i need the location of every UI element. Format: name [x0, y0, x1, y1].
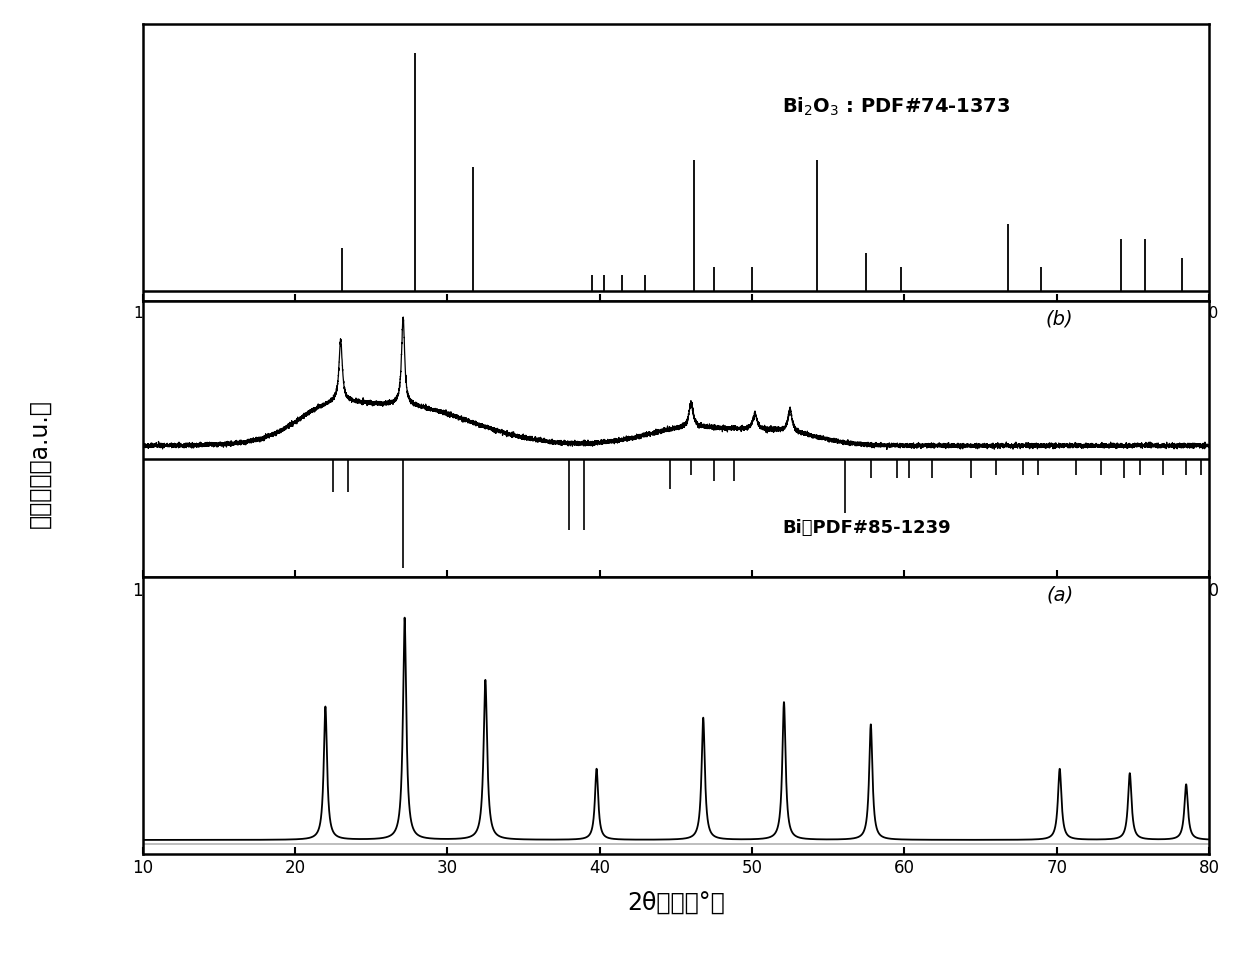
Text: (b): (b): [1045, 309, 1074, 328]
X-axis label: 2θ角度（°）: 2θ角度（°）: [627, 891, 724, 915]
Text: Bi：PDF#85-1239: Bi：PDF#85-1239: [782, 518, 951, 537]
Text: 相对强度（a.u.）: 相对强度（a.u.）: [27, 399, 52, 528]
Text: Bi$_2$O$_3$ : PDF#74-1373: Bi$_2$O$_3$ : PDF#74-1373: [782, 96, 1011, 119]
Text: (a): (a): [1047, 586, 1074, 605]
